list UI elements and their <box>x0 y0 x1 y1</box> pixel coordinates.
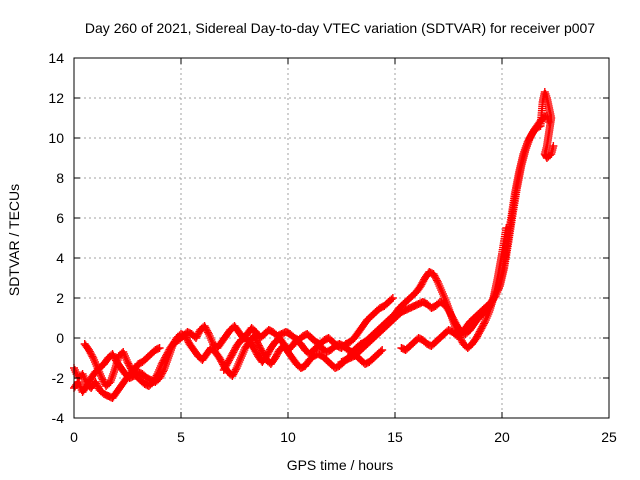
data-point <box>152 371 161 380</box>
y-tick-label: 6 <box>56 210 64 226</box>
x-tick-label: 5 <box>177 429 185 445</box>
data-point <box>480 319 489 328</box>
chart-title: Day 260 of 2021, Sidereal Day-to-day VTE… <box>85 20 595 36</box>
y-tick-label: -4 <box>52 410 65 426</box>
axis-ticks <box>73 57 610 419</box>
data-point <box>88 352 97 361</box>
y-tick-label: 2 <box>56 290 64 306</box>
data-point <box>203 328 212 337</box>
y-tick-label: 10 <box>48 130 64 146</box>
x-axis-label: GPS time / hours <box>287 457 394 473</box>
y-tick-label: -2 <box>52 370 65 386</box>
data-point <box>432 276 441 285</box>
data-point <box>549 142 558 150</box>
x-tick-label: 25 <box>601 429 617 445</box>
y-tick-label: 8 <box>56 170 64 186</box>
data-points <box>70 88 558 402</box>
y-tick-label: 0 <box>56 330 64 346</box>
x-tick-label: 15 <box>387 429 403 445</box>
x-tick-label: 20 <box>494 429 510 445</box>
y-axis-label: SDTVAR / TECUs <box>6 184 22 296</box>
data-point <box>387 295 396 304</box>
data-point <box>490 293 499 302</box>
y-tick-label: 12 <box>48 90 64 106</box>
data-point <box>376 347 385 356</box>
data-point <box>231 365 240 374</box>
x-tick-label: 0 <box>70 429 78 445</box>
data-point <box>155 344 164 352</box>
data-point <box>378 346 387 354</box>
y-tick-label: 14 <box>48 50 64 66</box>
y-tick-label: 4 <box>56 250 64 266</box>
plot-frame <box>73 57 610 419</box>
data-point <box>388 294 397 302</box>
tick-labels: 0 5 10 15 20 25 -4 -2 0 2 4 6 8 10 12 14 <box>48 50 617 445</box>
x-tick-label: 10 <box>280 429 296 445</box>
